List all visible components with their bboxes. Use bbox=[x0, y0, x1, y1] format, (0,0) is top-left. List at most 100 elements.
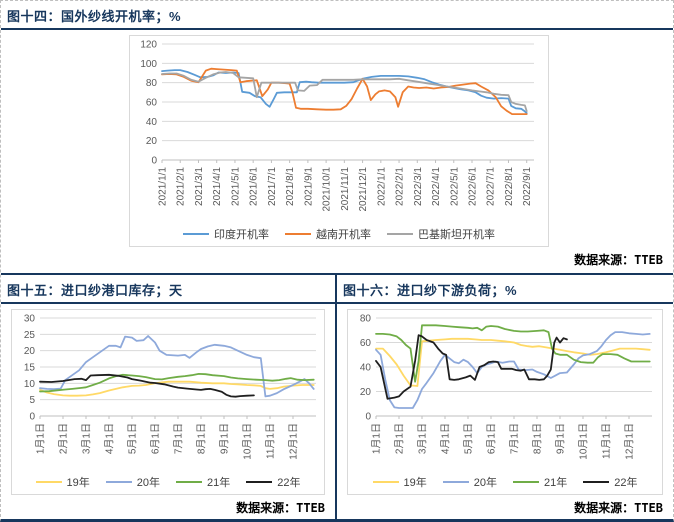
svg-text:5: 5 bbox=[29, 395, 35, 406]
svg-text:2021/8/1: 2021/8/1 bbox=[285, 167, 296, 206]
svg-text:80: 80 bbox=[360, 314, 372, 325]
panel-title-fig15: 图十五：进口纱港口库存；天 bbox=[1, 275, 335, 304]
svg-text:12月1日: 12月1日 bbox=[624, 423, 636, 460]
legend-label: 22年 bbox=[277, 477, 301, 489]
svg-text:0: 0 bbox=[29, 412, 35, 423]
svg-text:20: 20 bbox=[24, 346, 36, 357]
legend-line-swatch bbox=[176, 481, 202, 483]
legend-item: 巴基斯坦开机率 bbox=[387, 226, 495, 242]
legend-label: 19年 bbox=[66, 477, 90, 489]
legend-line-swatch bbox=[513, 481, 539, 483]
chart-box-fig15: 0 5 10 15 20 25 30 1月1日 2月1日 3月1日 4月1日 5月1日 6月1日 7月1日… bbox=[11, 309, 325, 495]
legend-item: 22年 bbox=[246, 474, 301, 490]
legend-label: 印度开机率 bbox=[214, 229, 269, 241]
svg-text:30: 30 bbox=[24, 314, 36, 325]
svg-text:25: 25 bbox=[24, 330, 36, 341]
svg-text:2022/3/1: 2022/3/1 bbox=[413, 167, 424, 206]
legend-item: 19年 bbox=[35, 474, 90, 490]
line-chart-fig15: 0 5 10 15 20 25 30 1月1日 2月1日 3月1日 4月1日 5月1日 6月1日 7月1日… bbox=[24, 314, 316, 460]
svg-text:3月1日: 3月1日 bbox=[417, 423, 429, 454]
legend-item: 21年 bbox=[176, 474, 230, 490]
svg-text:10: 10 bbox=[24, 379, 36, 390]
line-chart-fig16: 0 20 40 60 80 1月1日 2月1日 3月1日 4月1日 5月1日 6月1日 7月1日 8月1… bbox=[360, 314, 652, 460]
svg-text:60: 60 bbox=[360, 338, 372, 349]
svg-text:11月1日: 11月1日 bbox=[601, 423, 613, 459]
svg-text:2021/3/1: 2021/3/1 bbox=[194, 167, 205, 206]
svg-text:9月1日: 9月1日 bbox=[555, 423, 567, 454]
svg-text:2021/2/1: 2021/2/1 bbox=[176, 167, 187, 206]
data-source-fig14: 数据来源：TTEB bbox=[574, 253, 663, 267]
svg-text:2022/8/1: 2022/8/1 bbox=[504, 167, 515, 206]
svg-text:8月1日: 8月1日 bbox=[532, 423, 544, 454]
svg-text:20: 20 bbox=[146, 136, 158, 147]
legend-line-swatch bbox=[246, 481, 273, 483]
panel-title-fig16: 图十六：进口纱下游负荷；% bbox=[337, 275, 673, 304]
legend-label: 巴基斯坦开机率 bbox=[418, 229, 495, 241]
svg-text:2021/9/1: 2021/9/1 bbox=[303, 167, 314, 206]
legend-fig14: 印度开机率 越南开机率 巴基斯坦开机率 bbox=[130, 222, 548, 246]
legend-line-swatch bbox=[372, 481, 399, 483]
svg-text:2月1日: 2月1日 bbox=[394, 423, 406, 454]
svg-text:2022/7/1: 2022/7/1 bbox=[486, 167, 497, 206]
svg-text:5月1日: 5月1日 bbox=[463, 423, 475, 454]
svg-text:12月1日: 12月1日 bbox=[288, 423, 300, 460]
legend-line-swatch bbox=[442, 481, 469, 483]
svg-text:120: 120 bbox=[140, 40, 157, 51]
legend-fig16: 19年 20年 21年 22年 bbox=[348, 470, 662, 494]
legend-line-swatch bbox=[583, 481, 610, 483]
svg-text:2022/2/1: 2022/2/1 bbox=[395, 167, 406, 206]
svg-text:80: 80 bbox=[146, 78, 158, 89]
svg-text:10月1日: 10月1日 bbox=[578, 423, 590, 460]
svg-text:0: 0 bbox=[365, 412, 371, 423]
svg-text:100: 100 bbox=[140, 59, 157, 70]
svg-text:7月1日: 7月1日 bbox=[509, 423, 521, 454]
svg-text:2021/11/1: 2021/11/1 bbox=[340, 167, 351, 211]
legend-label: 21年 bbox=[207, 477, 231, 489]
svg-text:2021/4/1: 2021/4/1 bbox=[212, 167, 223, 206]
legend-item: 20年 bbox=[105, 474, 160, 490]
chart-box-fig16: 0 20 40 60 80 1月1日 2月1日 3月1日 4月1日 5月1日 6月1日 7月1日 8月1… bbox=[347, 309, 663, 495]
svg-text:4月1日: 4月1日 bbox=[104, 423, 116, 454]
legend-item: 印度开机率 bbox=[183, 226, 269, 242]
svg-text:1月1日: 1月1日 bbox=[35, 423, 47, 454]
svg-text:10月1日: 10月1日 bbox=[242, 423, 254, 460]
svg-text:7月1日: 7月1日 bbox=[173, 423, 185, 454]
svg-text:3月1日: 3月1日 bbox=[81, 423, 93, 454]
svg-text:40: 40 bbox=[146, 117, 158, 128]
panel-fig15: 图十五：进口纱港口库存；天 0 5 10 15 20 25 30 1月1日 2月1日 3月1日 4月… bbox=[1, 275, 337, 519]
data-source-fig16: 数据来源：TTEB bbox=[574, 501, 663, 515]
svg-text:6月1日: 6月1日 bbox=[150, 423, 162, 454]
legend-item: 越南开机率 bbox=[285, 226, 371, 242]
svg-text:9月1日: 9月1日 bbox=[219, 423, 231, 454]
panel-fig14: 图十四：国外纱线开机率；% 0 20 40 60 80 100 120 2021/1/1 202… bbox=[1, 1, 673, 275]
svg-text:2022/6/1: 2022/6/1 bbox=[468, 167, 479, 206]
legend-line-swatch bbox=[105, 481, 132, 483]
svg-text:4月1日: 4月1日 bbox=[440, 423, 452, 454]
svg-text:11月1日: 11月1日 bbox=[265, 423, 277, 459]
svg-text:2021/1/1: 2021/1/1 bbox=[158, 167, 169, 206]
svg-text:2022/1/1: 2022/1/1 bbox=[376, 167, 387, 206]
svg-text:8月1日: 8月1日 bbox=[196, 423, 208, 454]
svg-text:0: 0 bbox=[151, 156, 157, 167]
legend-line-swatch bbox=[35, 481, 62, 483]
svg-text:20: 20 bbox=[360, 387, 372, 398]
svg-text:1月1日: 1月1日 bbox=[371, 423, 383, 454]
legend-label: 越南开机率 bbox=[316, 229, 371, 241]
svg-text:2021/10/1: 2021/10/1 bbox=[322, 167, 333, 212]
legend-label: 22年 bbox=[614, 477, 638, 489]
data-source-fig15: 数据来源：TTEB bbox=[236, 501, 325, 515]
bottom-row: 图十五：进口纱港口库存；天 0 5 10 15 20 25 30 1月1日 2月1日 3月1日 4月… bbox=[1, 275, 673, 519]
legend-line-swatch bbox=[387, 233, 413, 235]
chart-box-fig14: 0 20 40 60 80 100 120 2021/1/1 2021/2/1 2021/3/1 2… bbox=[129, 35, 549, 247]
svg-text:6月1日: 6月1日 bbox=[486, 423, 498, 454]
svg-text:2022/4/1: 2022/4/1 bbox=[431, 167, 442, 206]
legend-item: 19年 bbox=[372, 474, 427, 490]
legend-item: 21年 bbox=[513, 474, 567, 490]
legend-item: 22年 bbox=[583, 474, 638, 490]
panel-title-fig14: 图十四：国外纱线开机率；% bbox=[1, 1, 673, 30]
svg-text:5月1日: 5月1日 bbox=[127, 423, 139, 454]
svg-text:15: 15 bbox=[24, 363, 36, 374]
svg-text:2022/9/1: 2022/9/1 bbox=[522, 167, 533, 206]
legend-label: 21年 bbox=[544, 477, 568, 489]
